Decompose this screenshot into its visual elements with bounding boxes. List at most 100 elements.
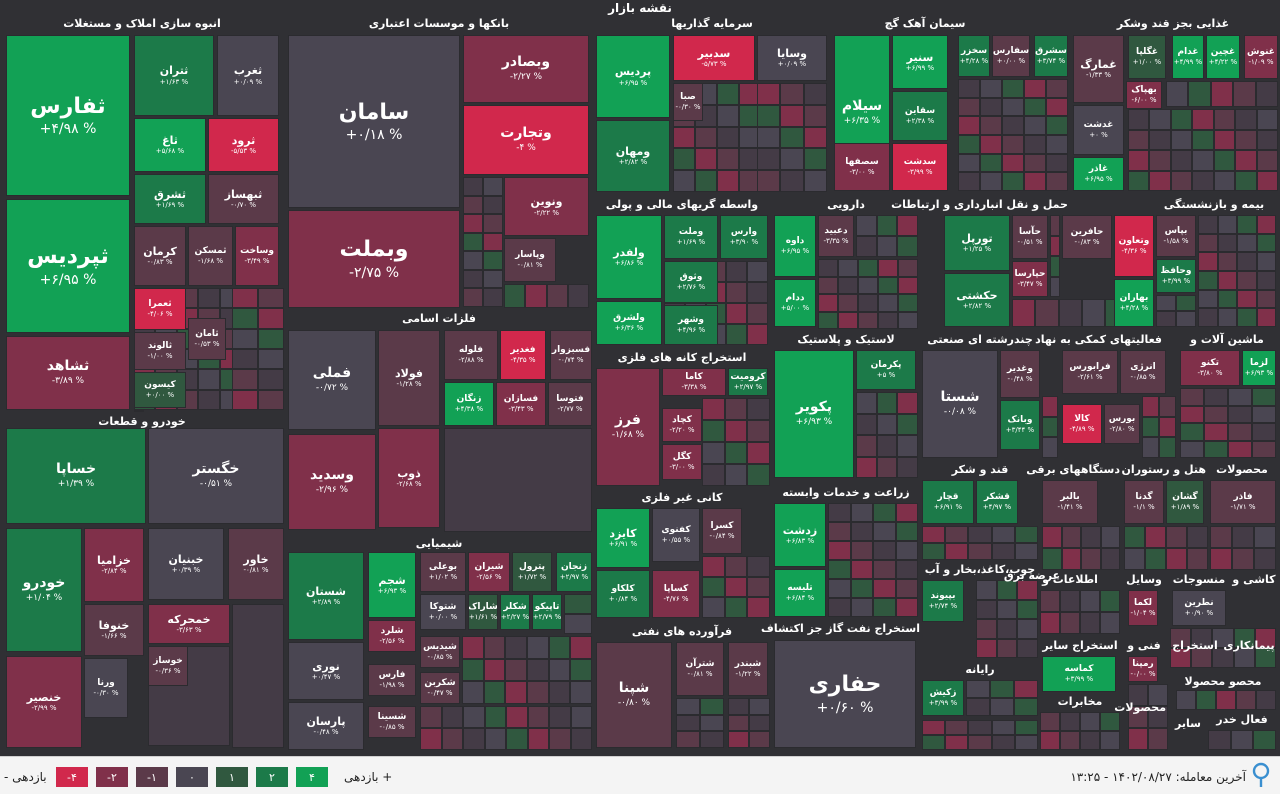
stock-tile-سامان[interactable]: سامان +۰/۱۸ %: [288, 35, 460, 208]
stock-tile-کالا[interactable]: کالا -۴/۸۹ %: [1062, 404, 1102, 444]
stock-tile-ثاغ[interactable]: ثاغ +۵/۶۸ %: [134, 118, 206, 172]
help-icon[interactable]: [1250, 761, 1272, 789]
stock-tile-بهاران[interactable]: بهاران +۴/۲۸ %: [1114, 279, 1154, 327]
stock-tile-ولشرق[interactable]: ولشرق +۶/۳۶ %: [596, 301, 662, 345]
stock-tile-شیران[interactable]: شیران -۲/۵۶ %: [468, 552, 510, 592]
stock-tile-شاراک[interactable]: شاراک +۱/۶۱ %: [468, 594, 498, 630]
stock-tile-سخزر[interactable]: سخزر +۴/۲۸ %: [958, 35, 990, 77]
stock-tile-کساپا[interactable]: کساپا -۴/۷۶ %: [652, 570, 700, 618]
stock-tile-حافرین[interactable]: حافرین -۰/۸۳ %: [1062, 215, 1112, 259]
stock-tile-ثالوند[interactable]: ثالوند -۱/۰۰ %: [134, 332, 186, 370]
stock-tile-قشکر[interactable]: قشکر +۴/۹۷ %: [976, 480, 1018, 524]
stock-tile-ثبهساز[interactable]: ثبهساز -۰/۷۰ %: [208, 174, 279, 224]
stock-tile-پردیس[interactable]: پردیس +۶/۹۵ %: [596, 35, 670, 118]
stock-tile-پکرمان[interactable]: پکرمان +۵ %: [856, 350, 916, 390]
stock-tile-پکویر[interactable]: پکویر +۶/۹۳ %: [774, 350, 854, 478]
stock-tile-غگلپا[interactable]: غگلپا +۱/۰۰ %: [1128, 35, 1166, 79]
stock-tile-گشان[interactable]: گشان +۱/۸۹ %: [1166, 480, 1204, 524]
stock-tile-کماسه[interactable]: کماسه +۳/۹۹ %: [1042, 656, 1116, 692]
stock-tile-شسینا[interactable]: شسینا -۰/۸۵ %: [368, 706, 416, 738]
stock-tile-نوری[interactable]: نوری +۰/۴۷ %: [288, 642, 364, 700]
stock-tile-وتعاون[interactable]: وتعاون -۴/۳۶ %: [1114, 215, 1154, 277]
stock-tile-غچین[interactable]: غچین +۴/۲۲ %: [1206, 35, 1240, 79]
stock-tile-زنجان[interactable]: زنجان +۲/۹۷ %: [556, 552, 592, 592]
stock-tile-ددام[interactable]: ددام +۵/۰۰ %: [774, 279, 816, 327]
stock-tile-پارسان[interactable]: پارسان -۰/۴۸ %: [288, 702, 364, 750]
stock-tile-بپاس[interactable]: بپاس -۱/۵۸ %: [1156, 215, 1196, 257]
stock-tile-کگل[interactable]: کگل -۳/۰۰ %: [662, 444, 702, 480]
stock-tile-کرمان[interactable]: کرمان -۰/۸۳ %: [134, 226, 186, 286]
stock-tile-وپاسار[interactable]: وپاسار -۰/۸۱ %: [504, 238, 556, 282]
stock-tile-خنوفا[interactable]: خنوفا -۱/۶۶ %: [84, 604, 144, 656]
stock-tile-سفارس[interactable]: سفارس +۰/۰۰ %: [992, 35, 1030, 77]
stock-tile-وسایا[interactable]: وسایا +۰/۰۹ %: [757, 35, 827, 81]
stock-tile-زنگان[interactable]: زنگان +۴/۳۸ %: [444, 382, 494, 426]
stock-tile-زکیش[interactable]: زکیش +۳/۹۹ %: [922, 680, 964, 716]
stock-tile-لزما[interactable]: لزما +۶/۹۳ %: [1242, 350, 1276, 386]
stock-tile-سقاین[interactable]: سقاین +۲/۳۸ %: [892, 91, 948, 141]
stock-tile-کسرا[interactable]: کسرا -۰/۸۴ %: [702, 508, 742, 554]
stock-tile-رمپنا[interactable]: رمپنا -۰/۰۰ %: [1128, 656, 1158, 682]
stock-tile-سشرق[interactable]: سشرق +۳/۷۴ %: [1034, 35, 1068, 77]
stock-tile-خاور[interactable]: خاور -۰/۸۱ %: [228, 528, 284, 600]
stock-tile-ثامان[interactable]: ثامان -۰/۵۳ %: [188, 318, 226, 360]
stock-tile-فلوله[interactable]: فلوله -۲/۸۸ %: [444, 330, 498, 380]
stock-tile-ثمسکن[interactable]: ثمسکن -۱/۶۸ %: [188, 226, 233, 286]
stock-tile-وبملت[interactable]: وبملت -۲/۷۵ %: [288, 210, 460, 308]
stock-tile-تکنو[interactable]: تکنو -۳/۸۰ %: [1180, 350, 1240, 386]
stock-tile-شتوکا[interactable]: شتوکا +۰/۰۰ %: [420, 594, 466, 630]
stock-tile-وبصادر[interactable]: وبصادر -۲/۲۷ %: [463, 35, 589, 103]
stock-tile-فملی[interactable]: فملی -۰/۷۲ %: [288, 330, 376, 430]
stock-tile-ثرود[interactable]: ثرود -۵/۵۳ %: [208, 118, 279, 172]
stock-tile-غدام[interactable]: غدام +۴/۹۹ %: [1172, 35, 1204, 79]
stock-tile-وتجارت[interactable]: وتجارت -۴ %: [463, 105, 589, 175]
stock-tile-فغدیر[interactable]: فغدیر -۴/۳۵ %: [500, 330, 546, 380]
stock-tile-شستا[interactable]: شستا -۰/۰۸ %: [922, 350, 998, 458]
stock-tile-فارس[interactable]: فارس -۱/۹۸ %: [368, 664, 416, 696]
stock-tile-ثغرب[interactable]: ثغرب +۰/۰۹ %: [217, 35, 279, 116]
stock-tile-وغدیر[interactable]: وغدیر -۰/۴۸ %: [1000, 350, 1040, 398]
stock-tile-ثتران[interactable]: ثتران +۱/۶۳ %: [134, 35, 214, 116]
stock-tile-شکلر[interactable]: شکلر +۲/۲۷ %: [500, 594, 530, 630]
stock-tile-غمارگ[interactable]: غمارگ -۱/۳۳ %: [1073, 35, 1124, 103]
stock-tile-پترول[interactable]: پترول +۱/۷۲ %: [512, 552, 552, 592]
stock-tile-صبا[interactable]: صبا -۰/۳۰ %: [673, 83, 703, 121]
stock-tile-وثوق[interactable]: وثوق +۲/۷۶ %: [664, 261, 718, 303]
stock-tile-حکشتی[interactable]: حکشتی +۲/۸۲ %: [944, 273, 1010, 327]
stock-tile-نطرین[interactable]: نطرین +۰/۹۰ %: [1172, 590, 1226, 626]
stock-tile-ثشرق[interactable]: ثشرق +۱/۶۹ %: [134, 174, 206, 224]
stock-tile-ثشاهد[interactable]: ثشاهد -۳/۸۹ %: [6, 336, 130, 410]
stock-tile-خوساز[interactable]: خوساز -۰/۳۶ %: [148, 646, 188, 686]
stock-tile-فرابورس[interactable]: فرابورس -۲/۶۱ %: [1062, 350, 1118, 394]
stock-tile-ذوب[interactable]: ذوب -۲/۶۸ %: [378, 428, 440, 528]
stock-tile-گدنا[interactable]: گدنا -۱/۱ %: [1124, 480, 1164, 524]
stock-tile-فسبزوار[interactable]: فسبزوار -۰/۷۴ %: [550, 330, 592, 380]
stock-tile-خزامیا[interactable]: خزامیا -۲/۸۴ %: [84, 528, 144, 602]
stock-tile-ومهان[interactable]: ومهان +۲/۸۲ %: [596, 120, 670, 192]
stock-tile-کفنوی[interactable]: کفنوی +۰/۵۵ %: [652, 508, 700, 562]
stock-tile-دعبید[interactable]: دعبید -۳/۳۵ %: [818, 215, 854, 257]
stock-tile-خنصیر[interactable]: خنصیر -۲/۹۹ %: [6, 656, 82, 748]
stock-tile-شلرد[interactable]: شلرد -۲/۵۶ %: [368, 620, 416, 652]
stock-tile-شکربن[interactable]: شکربن -۰/۴۷ %: [420, 672, 460, 704]
stock-tile-تاپیکو[interactable]: تاپیکو +۲/۷۹ %: [532, 594, 562, 630]
stock-tile-سنیر[interactable]: سنیر +۶/۹۹ %: [892, 35, 948, 89]
stock-tile-بپیوند[interactable]: بپیوند +۲/۷۴ %: [922, 580, 964, 622]
stock-tile-کیسون[interactable]: کیسون +۰/۰۰ %: [134, 372, 186, 408]
stock-tile-شیدیس[interactable]: شیدیس -۰/۸۵ %: [420, 636, 460, 668]
stock-tile-خبنیان[interactable]: خبنیان +۰/۳۹ %: [148, 528, 224, 600]
stock-tile-فاذر[interactable]: فاذر -۱/۷۱ %: [1210, 480, 1276, 524]
stock-tile-سدبیر[interactable]: سدبیر -۵/۷۳ %: [673, 35, 755, 81]
stock-tile-فولاد[interactable]: فولاد -۱/۲۸ %: [378, 330, 440, 426]
stock-tile-کچاد[interactable]: کچاد -۲/۲۰ %: [662, 408, 702, 442]
stock-tile-وارس[interactable]: وارس +۳/۹۰ %: [720, 215, 768, 259]
stock-tile-لکما[interactable]: لکما -۱/۰۴ %: [1128, 590, 1158, 626]
stock-tile-زدشت[interactable]: زدشت +۶/۸۳ %: [774, 503, 826, 567]
stock-tile-حآسا[interactable]: حآسا -۰/۵۱ %: [1012, 215, 1048, 259]
stock-tile-شجم[interactable]: شجم +۶/۹۳ %: [368, 552, 416, 618]
stock-tile-خودرو[interactable]: خودرو +۱/۰۴ %: [6, 528, 82, 652]
stock-tile-حپارسا[interactable]: حپارسا -۳/۴۷ %: [1012, 261, 1048, 297]
stock-tile-شپنا[interactable]: شپنا -۰/۸۰ %: [596, 642, 672, 748]
stock-tile-فتوسا[interactable]: فتوسا -۲/۷۷ %: [548, 382, 592, 426]
stock-tile-انرژی[interactable]: انرژی -۰/۸۵ %: [1120, 350, 1166, 394]
